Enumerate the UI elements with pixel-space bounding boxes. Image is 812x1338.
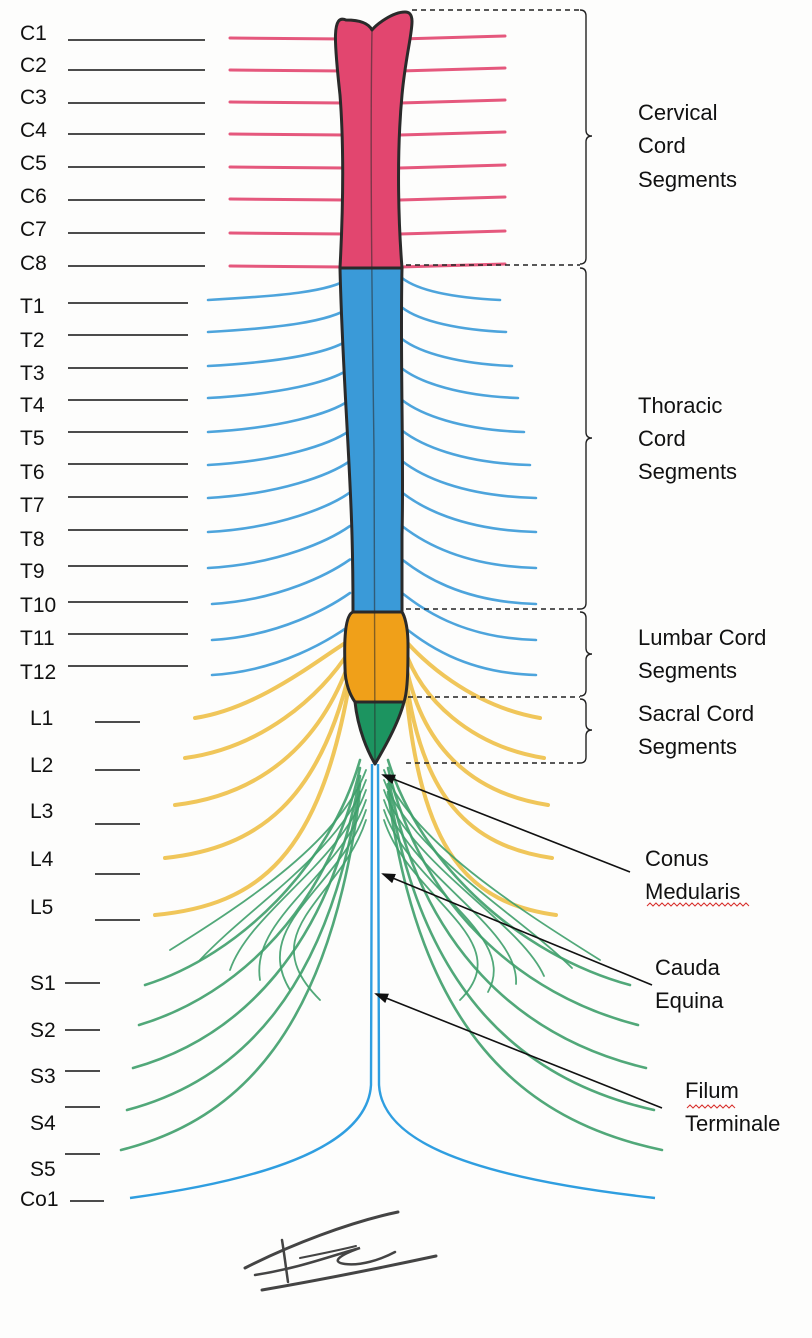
level-label-c4: C4 — [20, 119, 47, 142]
level-label-t6: T6 — [20, 461, 45, 484]
sacral-root-right-2 — [388, 768, 638, 1025]
level-label-c5: C5 — [20, 152, 47, 175]
signature-scribble-icon — [245, 1212, 436, 1290]
thoracic-root-left-9 — [208, 526, 350, 568]
thoracic-root-left-2 — [208, 308, 350, 333]
thoracic-root-right-6 — [402, 431, 530, 466]
lumbar-group-label: Lumbar Cord Segments — [638, 625, 773, 683]
level-label-c7: C7 — [20, 218, 47, 241]
lumbar-root-left-5 — [155, 680, 350, 915]
thoracic-root-left-5 — [208, 400, 350, 432]
thoracic-root-left-1 — [208, 278, 350, 300]
level-label-l4: L4 — [30, 848, 54, 871]
thoracic-root-right-11 — [402, 593, 536, 640]
level-label-t11: T11 — [20, 627, 55, 650]
thoracic-root-left-4 — [208, 369, 350, 399]
thoracic-root-right-2 — [402, 308, 506, 333]
thoracic-root-right-3 — [402, 339, 512, 366]
spellcheck-underline — [647, 903, 749, 906]
sacral-root-left-1 — [145, 760, 360, 985]
thoracic-root-right-12 — [402, 626, 536, 676]
lumbar-root-right-1 — [405, 640, 540, 718]
cervical-root-right-6 — [400, 197, 505, 200]
cervical-root-right-3 — [400, 100, 505, 103]
level-label-c2: C2 — [20, 54, 47, 77]
level-label-t12: T12 — [20, 661, 56, 684]
level-labels: C1 C2 C3 C4 C5 C6 C7 C8 T1 T2 T3 T4 T5 T6 T7 T8 T9 T10 T11… — [20, 22, 59, 1211]
cervical-root-left-6 — [230, 199, 345, 200]
thoracic-root-right-9 — [402, 526, 536, 568]
thoracic-bracket — [580, 268, 592, 609]
level-label-s2: S2 — [30, 1019, 56, 1042]
level-label-t8: T8 — [20, 528, 45, 551]
thoracic-root-right-1 — [402, 278, 500, 300]
cervical-root-left-1 — [230, 38, 345, 39]
level-label-c6: C6 — [20, 185, 47, 208]
thoracic-root-left-12 — [212, 626, 350, 676]
spellcheck-underline-filum — [687, 1105, 735, 1108]
thoracic-root-left-3 — [208, 339, 350, 366]
level-label-t10: T10 — [20, 594, 56, 617]
cervical-root-left-3 — [230, 102, 345, 103]
cervical-root-left-5 — [230, 167, 345, 168]
cauda-label: Cauda Equina — [655, 955, 726, 1013]
annotation-labels: Conus Medularis Cauda Equina Filum Termi… — [645, 846, 780, 1136]
cauda-strand-left-1 — [170, 770, 366, 950]
lumbar-cord-segment — [345, 612, 408, 702]
level-leader-lines — [65, 40, 205, 1201]
lumbar-bracket — [580, 612, 592, 696]
cervical-root-right-1 — [400, 36, 505, 39]
group-labels: Cervical Cord Segments Thoracic Cord Seg… — [638, 100, 773, 759]
level-label-t5: T5 — [20, 427, 45, 450]
cervical-cord-segment — [335, 12, 412, 268]
level-label-s3: S3 — [30, 1065, 56, 1088]
level-label-l1: L1 — [30, 707, 53, 730]
thoracic-root-left-7 — [208, 461, 350, 498]
cervical-root-left-2 — [230, 70, 345, 71]
level-label-t1: T1 — [20, 295, 45, 318]
thoracic-root-right-4 — [402, 369, 518, 399]
cervical-root-left-4 — [230, 134, 345, 135]
cervical-group-label: Cervical Cord Segments — [638, 100, 737, 192]
cervical-root-right-4 — [400, 132, 505, 135]
level-label-l2: L2 — [30, 754, 53, 777]
cervical-root-right-5 — [400, 165, 505, 168]
level-label-t2: T2 — [20, 329, 45, 352]
thoracic-root-right-7 — [402, 461, 536, 498]
sacral-bracket — [580, 699, 592, 763]
thoracic-group-label: Thoracic Cord Segments — [638, 393, 737, 484]
level-label-t4: T4 — [20, 394, 45, 417]
cervical-root-left-7 — [230, 233, 345, 234]
level-label-c8: C8 — [20, 252, 47, 275]
thoracic-root-left-6 — [208, 431, 350, 466]
level-label-l3: L3 — [30, 800, 53, 823]
level-label-t7: T7 — [20, 494, 45, 517]
level-label-c1: C1 — [20, 22, 47, 45]
segment-brackets — [406, 10, 592, 763]
cervical-root-left-8 — [230, 266, 345, 267]
sacral-cord-segment — [355, 702, 404, 764]
thoracic-root-left-8 — [208, 493, 350, 533]
level-label-s4: S4 — [30, 1112, 56, 1135]
thoracic-root-right-8 — [402, 493, 536, 533]
level-label-co1: Co1 — [20, 1188, 59, 1211]
level-label-t9: T9 — [20, 560, 45, 583]
thoracic-root-right-5 — [402, 400, 524, 432]
cervical-root-right-2 — [400, 68, 505, 71]
level-label-l5: L5 — [30, 896, 53, 919]
thoracic-root-left-11 — [212, 593, 350, 640]
level-label-c3: C3 — [20, 86, 47, 109]
level-label-s5: S5 — [30, 1158, 56, 1181]
spinal-cord — [335, 12, 412, 764]
sacral-group-label: Sacral Cord Segments — [638, 701, 760, 759]
cervical-root-right-7 — [400, 231, 505, 234]
level-label-t3: T3 — [20, 362, 45, 385]
filum-arrow — [376, 994, 662, 1108]
cervical-bracket — [580, 10, 592, 264]
level-label-s1: S1 — [30, 972, 56, 995]
conus-label: Conus Medularis — [645, 846, 740, 904]
